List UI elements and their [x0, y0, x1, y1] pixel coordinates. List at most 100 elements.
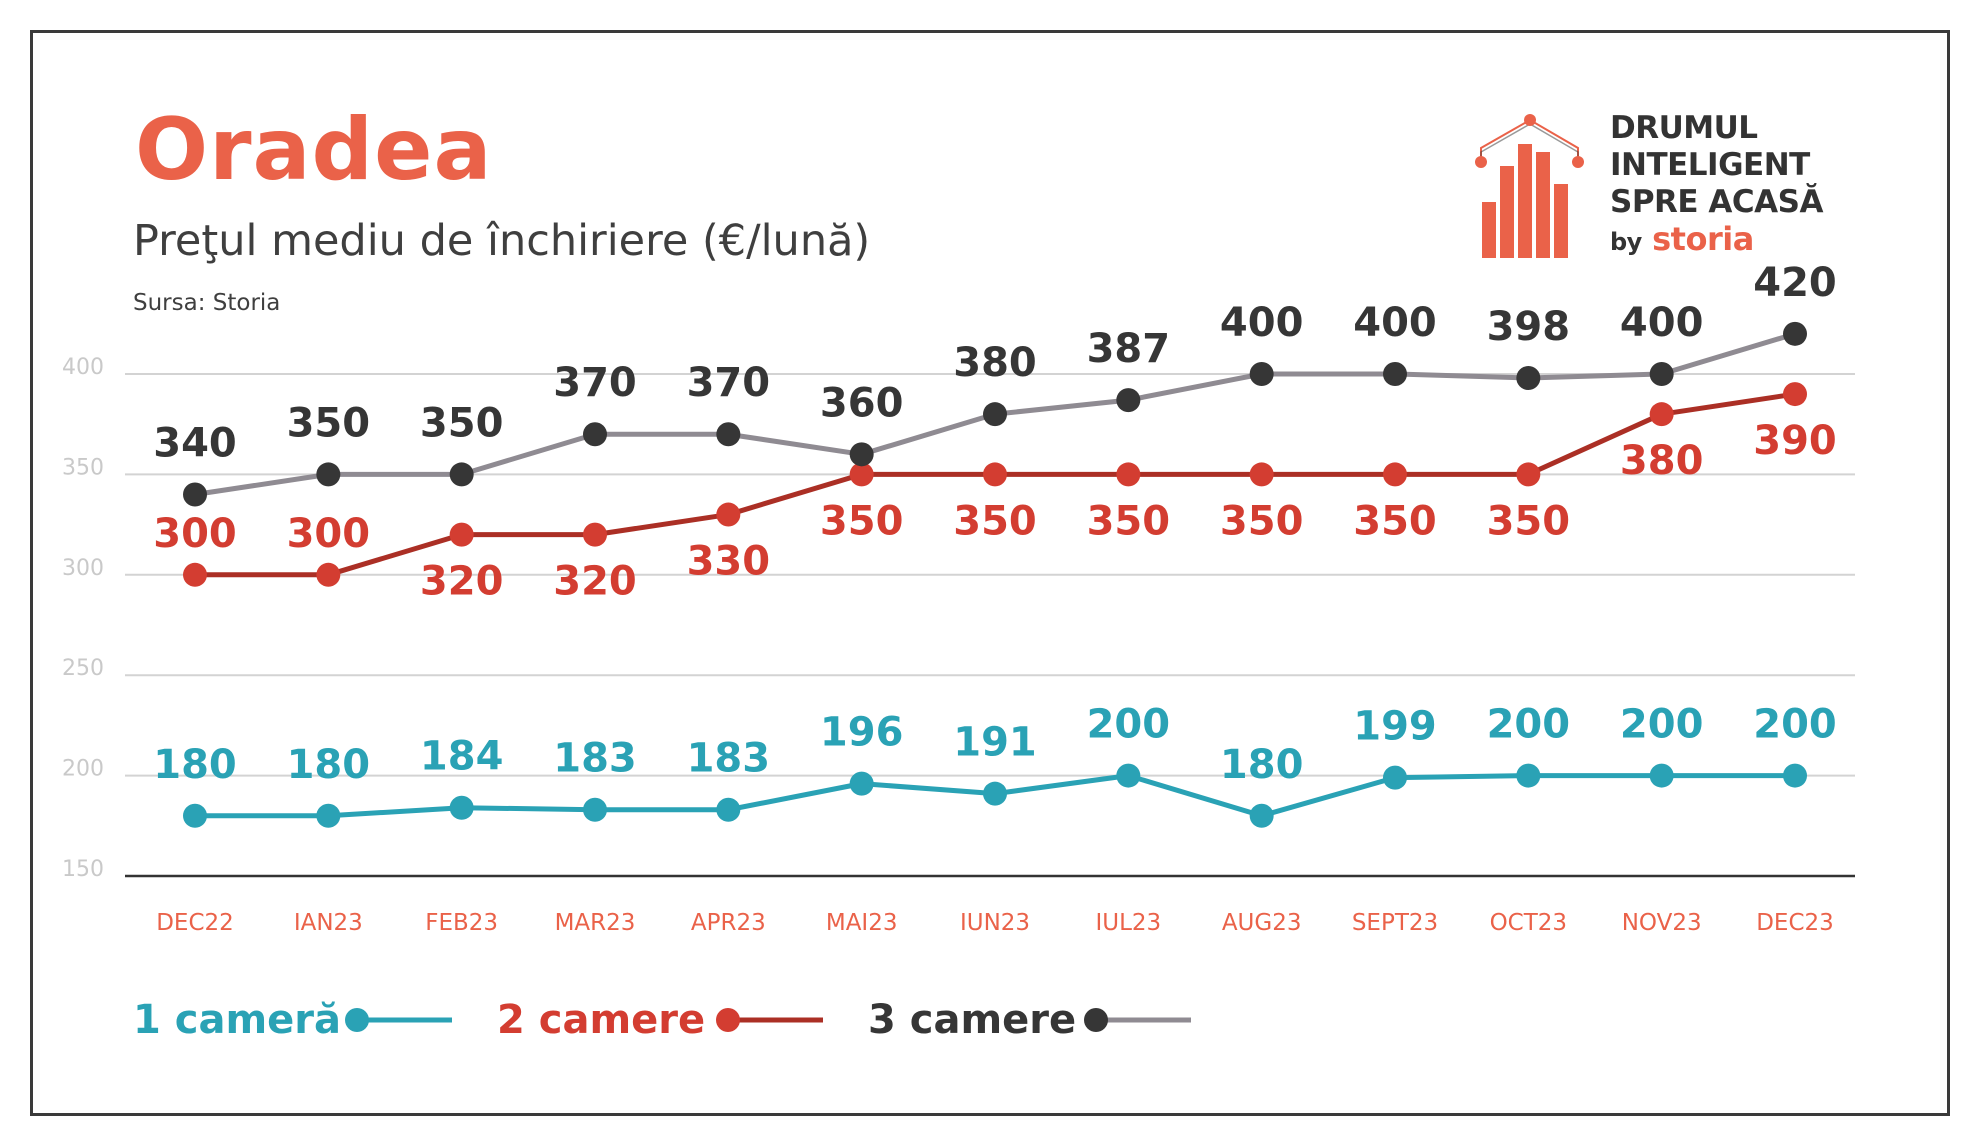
one-room-legend-label: 1 cameră: [133, 997, 341, 1043]
x-tick-label: IAN23: [294, 910, 363, 936]
three-rooms-data-label: 370: [553, 360, 637, 406]
three-rooms-legend-marker: [1084, 1008, 1108, 1032]
three-rooms-data-label: 360: [820, 380, 904, 426]
one-room-data-point: [1649, 763, 1674, 788]
two-rooms-data-label: 390: [1753, 418, 1837, 464]
two-rooms-data-point: [316, 562, 341, 587]
one-room-data-point: [849, 771, 874, 796]
one-room-data-point: [716, 797, 741, 822]
logo-wordmark: DRUMUL INTELIGENT SPRE ACASĂ by storia: [1610, 110, 1823, 261]
y-tick-label: 200: [62, 757, 104, 782]
one-room-data-label: 200: [1620, 702, 1704, 748]
two-rooms-data-label: 330: [687, 539, 771, 585]
brand-logo: DRUMUL INTELIGENT SPRE ACASĂ by storia: [1470, 108, 1870, 268]
three-rooms-data-label: 400: [1353, 300, 1437, 346]
one-room-data-point: [449, 795, 474, 820]
three-rooms-data-point: [1249, 362, 1274, 386]
three-rooms-data-point: [183, 482, 207, 507]
y-tick-label: 400: [62, 355, 104, 380]
two-rooms-data-label: 320: [420, 559, 504, 605]
logo-line-1: DRUMUL: [1610, 110, 1758, 146]
three-rooms-data-label: 400: [1220, 300, 1304, 346]
x-tick-label: MAI23: [826, 910, 898, 936]
three-rooms-data-point: [1516, 366, 1541, 391]
two-rooms-data-label: 300: [153, 511, 237, 557]
two-rooms-data-point: [1116, 462, 1141, 487]
three-rooms-data-point: [983, 402, 1007, 427]
three-rooms-data-point: [1383, 362, 1407, 386]
one-room-data-label: 200: [1487, 702, 1571, 748]
three-rooms-data-point: [716, 422, 741, 447]
one-room-data-label: 183: [553, 736, 637, 782]
two-rooms-data-label: 380: [1620, 438, 1704, 484]
two-rooms-data-point: [1383, 462, 1407, 487]
one-room-data-label: 191: [953, 720, 1037, 766]
two-rooms-data-point: [1649, 402, 1674, 427]
one-room-data-point: [1116, 763, 1141, 788]
three-rooms-data-label: 398: [1487, 304, 1571, 350]
three-rooms-data-label: 370: [687, 360, 771, 406]
two-rooms-data-point: [983, 462, 1007, 487]
source-note: Sursa: Storia: [133, 290, 281, 316]
one-room-data-point: [183, 803, 207, 828]
logo-line-3: SPRE ACASĂ: [1610, 184, 1823, 220]
one-room-data-label: 183: [687, 736, 771, 782]
two-rooms-data-point: [716, 502, 741, 527]
two-rooms-data-label: 300: [287, 511, 371, 557]
three-rooms-data-point: [1783, 321, 1807, 346]
three-rooms-data-point: [1116, 388, 1141, 413]
one-room-data-point: [1383, 765, 1407, 790]
y-tick-label: 250: [62, 656, 104, 681]
two-rooms-data-label: 350: [1487, 498, 1571, 544]
two-rooms-legend-label: 2 camere: [497, 997, 705, 1043]
three-rooms-data-point: [449, 462, 474, 487]
one-room-data-label: 200: [1753, 702, 1837, 748]
three-rooms-data-label: 420: [1753, 260, 1837, 306]
one-room-data-label: 199: [1353, 704, 1437, 750]
three-rooms-data-point: [849, 442, 874, 467]
one-room-data-point: [1516, 763, 1541, 788]
x-tick-label: MAR23: [555, 910, 636, 936]
one-room-legend-marker: [345, 1008, 369, 1032]
one-room-data-point: [1783, 763, 1807, 788]
two-rooms-data-point: [449, 522, 474, 547]
logo-by: by: [1610, 228, 1642, 256]
one-room-data-label: 200: [1087, 702, 1171, 748]
three-rooms-data-label: 350: [287, 400, 371, 446]
y-tick-label: 350: [62, 455, 104, 480]
x-tick-label: DEC22: [156, 910, 234, 936]
x-tick-label: SEPT23: [1352, 910, 1438, 936]
x-tick-label: IUL23: [1095, 910, 1161, 936]
one-room-data-label: 180: [153, 742, 237, 788]
two-rooms-data-label: 350: [953, 498, 1037, 544]
x-tick-label: NOV23: [1622, 910, 1702, 936]
three-rooms-data-point: [583, 422, 607, 447]
x-tick-label: IUN23: [960, 910, 1030, 936]
three-rooms-data-point: [1649, 362, 1674, 386]
house-bars-logo-icon: [1475, 114, 1584, 258]
chart-subtitle: Preţul mediu de închiriere (€/lună): [133, 216, 871, 266]
two-rooms-data-point: [849, 462, 874, 487]
two-rooms-data-point: [183, 562, 207, 587]
x-tick-label: OCT23: [1490, 910, 1567, 936]
one-room-data-label: 184: [420, 734, 504, 780]
logo-line-2: INTELIGENT: [1610, 147, 1810, 183]
x-tick-label: AUG23: [1222, 910, 1302, 936]
one-room-data-point: [1249, 803, 1274, 828]
chart-title: Oradea: [135, 100, 493, 200]
two-rooms-data-label: 350: [1220, 498, 1304, 544]
three-rooms-data-label: 387: [1087, 326, 1171, 372]
two-rooms-data-label: 320: [553, 559, 637, 605]
two-rooms-data-point: [583, 522, 607, 547]
three-rooms-data-label: 400: [1620, 300, 1704, 346]
chart-frame: [30, 30, 1950, 1116]
three-rooms-data-label: 380: [953, 340, 1037, 386]
x-tick-label: APR23: [691, 910, 766, 936]
three-rooms-data-label: 350: [420, 400, 504, 446]
y-tick-label: 300: [62, 556, 104, 581]
y-tick-label: 150: [62, 857, 104, 882]
one-room-data-point: [583, 797, 607, 822]
three-rooms-data-point: [316, 462, 341, 487]
x-tick-label: DEC23: [1756, 910, 1834, 936]
